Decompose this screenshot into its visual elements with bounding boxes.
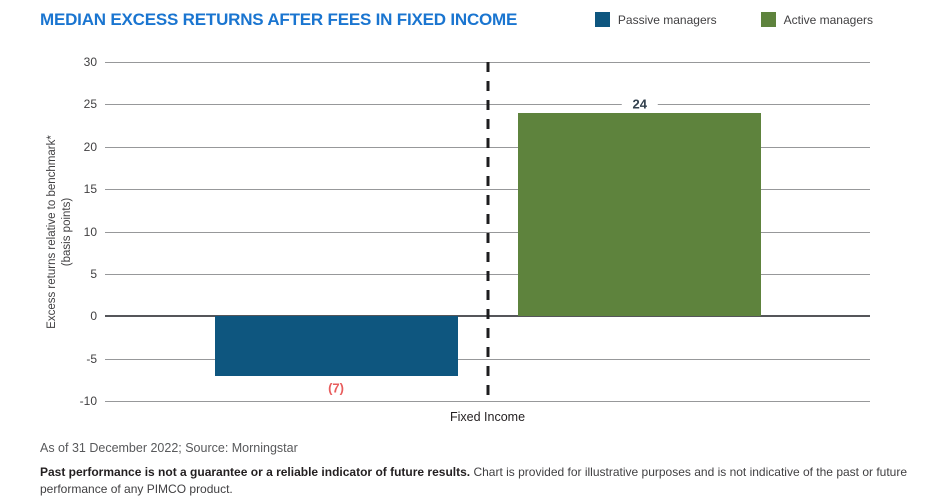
y-tick-label-15: 15 xyxy=(83,182,97,197)
y-axis-title-line2: (basis points) xyxy=(61,197,73,266)
bar-value-label-active-managers: 24 xyxy=(621,95,658,113)
bar-value-label-passive-managers: (7) xyxy=(317,379,355,397)
y-tick-label-5: 5 xyxy=(90,266,97,281)
y-tick-label-0: 0 xyxy=(90,309,97,324)
y-tick-label--5: -5 xyxy=(86,351,97,366)
legend: Passive managers Active managers xyxy=(594,12,873,27)
legend-label-active: Active managers xyxy=(783,12,873,27)
bar-active-managers xyxy=(518,112,762,317)
y-tick-label-30: 30 xyxy=(83,55,97,69)
y-axis-title-line1: Excess returns relative to benchmark* xyxy=(46,134,59,329)
disclaimer-bold: Past performance is not a guarantee or a… xyxy=(40,465,471,479)
plot-area: Excess returns relative to benchmark* (b… xyxy=(46,56,870,424)
y-tick-label-10: 10 xyxy=(83,224,97,239)
bar-passive-managers xyxy=(214,316,458,376)
legend-label-passive: Passive managers xyxy=(617,12,717,27)
passive-swatch-icon xyxy=(594,12,610,27)
disclaimer: Past performance is not a guarantee or a… xyxy=(40,464,928,499)
legend-item-active: Active managers xyxy=(760,12,873,27)
y-tick-label-20: 20 xyxy=(83,139,97,154)
active-swatch-icon xyxy=(760,12,776,27)
x-category-label: Fixed Income xyxy=(449,410,526,424)
disclaimer-rest: Chart is provided for illustrative purpo… xyxy=(40,465,908,497)
chart-title: MEDIAN EXCESS RETURNS AFTER FEES IN FIXE… xyxy=(40,10,518,29)
gridline-y--10 xyxy=(105,401,870,402)
y-axis-title: Excess returns relative to benchmark* (b… xyxy=(45,135,75,329)
y-tick-label-25: 25 xyxy=(83,97,97,112)
legend-item-passive: Passive managers xyxy=(594,12,717,27)
dashed-divider-line xyxy=(486,62,489,401)
y-tick-label--10: -10 xyxy=(79,394,97,408)
source-note: As of 31 December 2022; Source: Mornings… xyxy=(40,441,298,455)
